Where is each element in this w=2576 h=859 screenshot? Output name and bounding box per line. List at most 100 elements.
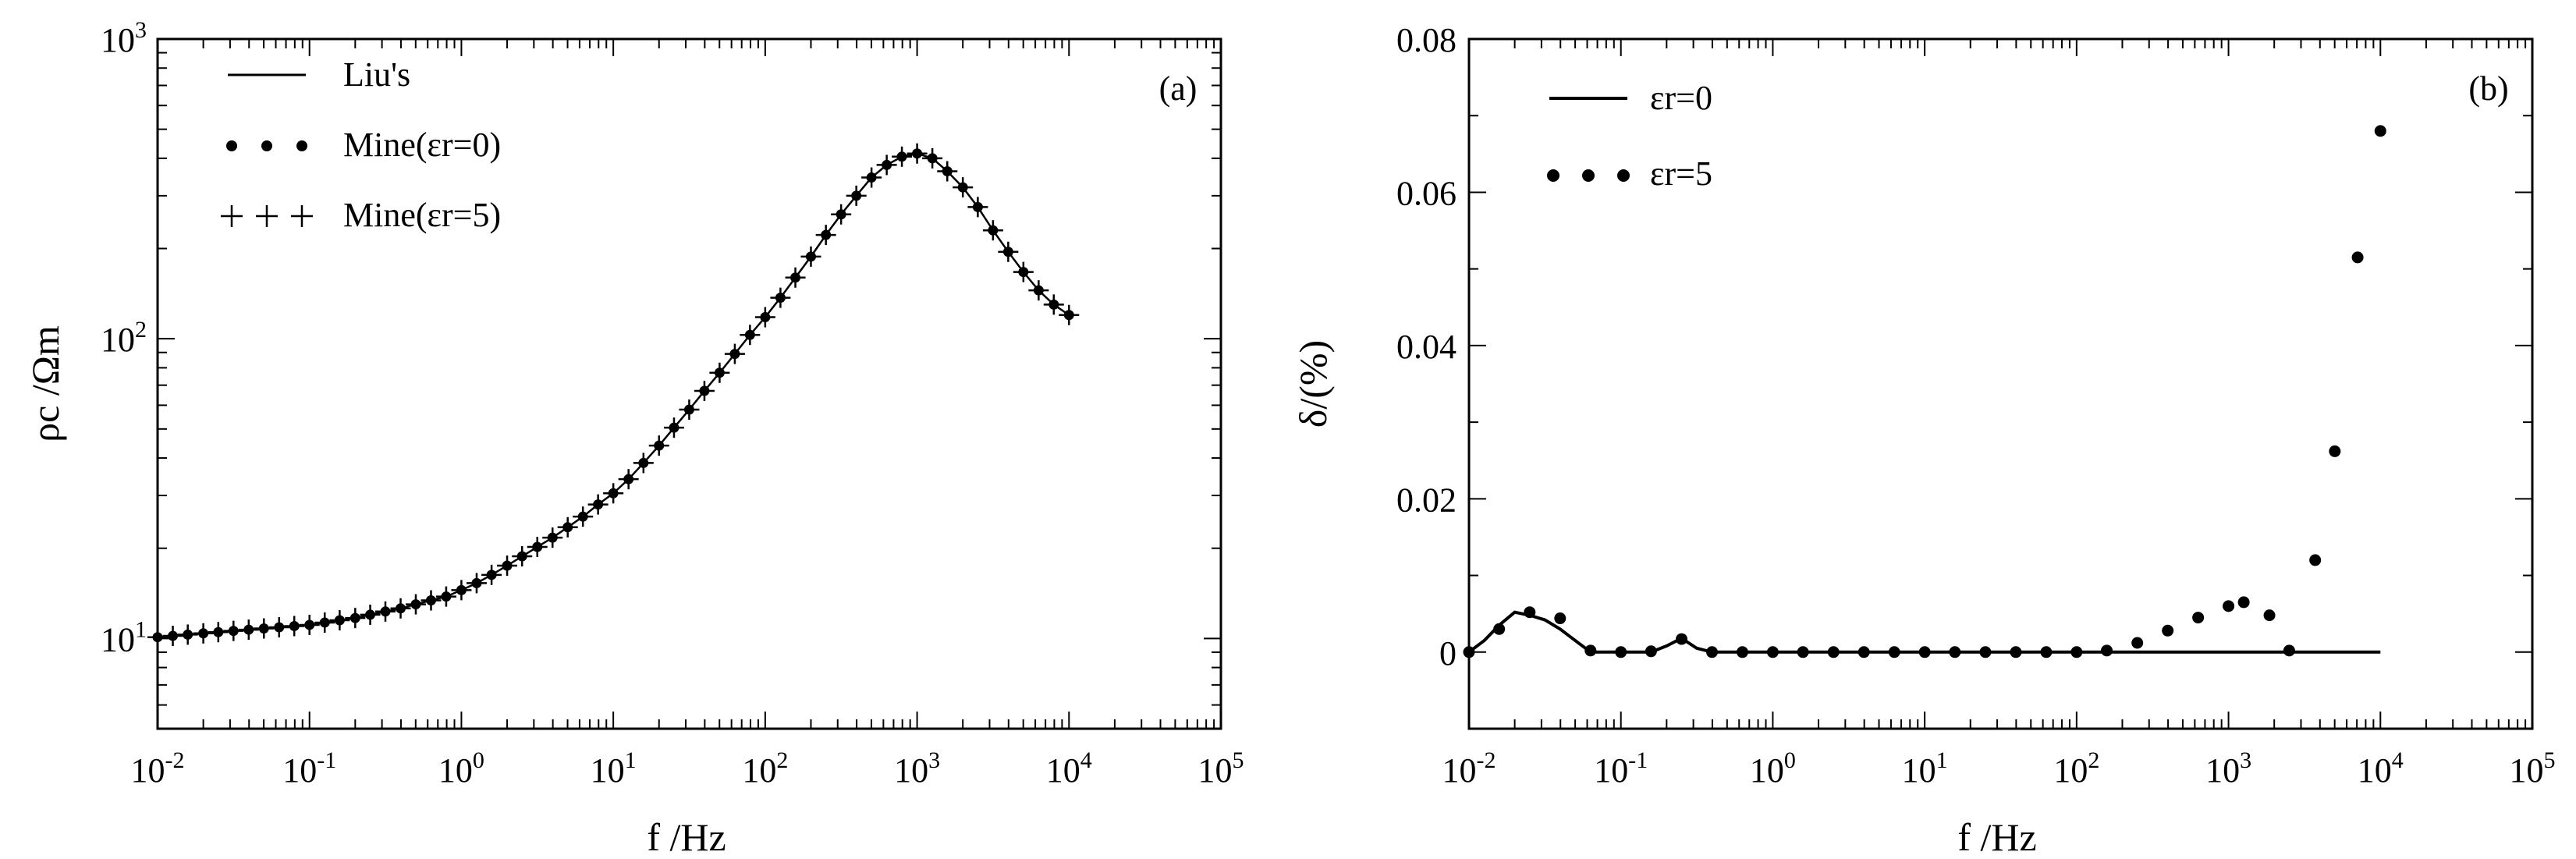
- series-mine-er0-point: [516, 551, 527, 562]
- series-mine-er0-point: [882, 159, 892, 170]
- y-tick-label: 101: [101, 616, 147, 658]
- series-mine-er0-point: [274, 622, 285, 633]
- x-tick-label: 10-1: [1594, 747, 1648, 790]
- legend-dot: [261, 140, 272, 151]
- series-er5-point: [1493, 623, 1506, 635]
- panel-a-y-axis-title: ρc /Ωm: [23, 325, 67, 442]
- legend-plus: [256, 205, 278, 227]
- series-er5-point: [2070, 646, 2083, 658]
- series-mine-er0-point: [380, 606, 391, 617]
- series-mine-er0-point: [927, 153, 938, 164]
- x-tick-label: 100: [438, 747, 484, 790]
- series-mine-er0-point: [243, 624, 254, 635]
- x-tick-label: 10-1: [282, 747, 336, 790]
- legend-dot: [226, 140, 237, 151]
- series-er5-point: [1797, 646, 1809, 658]
- x-tick-label: 10-2: [131, 747, 185, 790]
- series-mine-er0-point: [577, 511, 588, 522]
- series-mine-er0-point: [699, 385, 710, 396]
- series-mine-er0-point: [729, 349, 740, 360]
- series-er5-point: [1463, 646, 1475, 658]
- legend-a-plus-sample: [221, 205, 313, 227]
- series-er5-point: [2010, 646, 2022, 658]
- series-mine-er0-point: [334, 615, 345, 626]
- panel-a-data-marks: [147, 143, 1080, 648]
- series-mine-er0-point: [486, 570, 497, 580]
- series-er0-line: [1467, 610, 2381, 654]
- series-er5-point: [1524, 606, 1536, 619]
- panel-b: 10-2 10-1 100 101 102 103 104 105 0 0.02 0.04 0.06…: [1291, 21, 2556, 859]
- series-mine-er0-point: [198, 628, 209, 639]
- series-mine-er0-point: [213, 627, 224, 637]
- series-er5-point: [2237, 596, 2250, 609]
- y-tick-label: 0.06: [1396, 174, 1457, 212]
- series-er5-point: [1857, 646, 1870, 658]
- series-mine-er0-point: [1018, 267, 1029, 278]
- panel-a-legend: Liu's Mine(εr=0) Mine(εr=5): [221, 55, 501, 234]
- panel-a-label: (a): [1159, 69, 1198, 108]
- legend-dot: [296, 140, 307, 151]
- series-mine-er0-point: [349, 612, 360, 623]
- legend-dot: [1582, 169, 1595, 182]
- x-tick-label: 103: [894, 747, 940, 790]
- x-tick-label: 102: [742, 747, 788, 790]
- series-mine-er0-point: [425, 595, 436, 606]
- series-mine-er0-point: [441, 591, 452, 602]
- x-tick-label: 10-2: [1442, 747, 1496, 790]
- series-mine-er0-point: [1063, 310, 1074, 321]
- series-mine-er0-point: [775, 293, 786, 303]
- series-er5-point: [2263, 609, 2276, 622]
- panel-a-y-tick-labels: 101 102 103: [101, 17, 147, 658]
- series-mine-er0-point: [289, 620, 300, 631]
- series-mine-er0-point: [669, 422, 679, 433]
- series-er5-point: [1554, 612, 1567, 625]
- y-tick-label: 0: [1439, 634, 1457, 673]
- series-er5-point: [1766, 646, 1779, 658]
- series-mine-er0-point: [972, 201, 983, 212]
- legend-b-dots-sample: [1547, 169, 1630, 182]
- series-mine-er0-point: [654, 440, 665, 451]
- x-tick-label: 105: [1198, 747, 1244, 790]
- legend-plus: [291, 205, 313, 227]
- series-mine-er0-point: [456, 584, 467, 595]
- series-mine-er0-point: [866, 172, 877, 183]
- series-mine-er0-point: [152, 632, 163, 643]
- series-mine-er0-point: [942, 166, 953, 177]
- series-mine-er0-point: [183, 629, 193, 640]
- series-mine-er0-point: [608, 488, 619, 499]
- panel-b-legend: εr=0 εr=5: [1547, 79, 1712, 193]
- series-er5-point: [1676, 633, 1688, 645]
- series-er5-point: [2374, 125, 2386, 137]
- panel-b-label: (b): [2468, 69, 2508, 108]
- legend-b-entry-2: εr=5: [1650, 154, 1712, 193]
- series-er5-point: [2101, 644, 2113, 657]
- series-mine-er0-point: [593, 499, 604, 510]
- series-mine-er0-point: [1002, 247, 1013, 257]
- x-tick-label: 101: [1902, 747, 1948, 790]
- series-mine-er0-point: [851, 190, 862, 201]
- x-tick-label: 100: [1750, 747, 1796, 790]
- x-tick-label: 104: [2358, 747, 2404, 790]
- series-mine-er0-point: [1048, 299, 1059, 310]
- series-mine-er0-point: [744, 329, 755, 340]
- series-er5-point: [2329, 445, 2341, 457]
- series-er5-point: [2192, 612, 2205, 624]
- series-mine-er0-point: [562, 522, 573, 533]
- panel-b-x-tick-labels: 10-2 10-1 100 101 102 103 104 105: [1442, 747, 2556, 790]
- series-mine-er0-point: [760, 312, 771, 323]
- series-mine-er0-point: [319, 617, 330, 628]
- y-tick-label: 0.02: [1396, 481, 1457, 519]
- series-er5-point: [2131, 637, 2144, 649]
- x-tick-label: 101: [591, 747, 637, 790]
- panel-b-y-tick-labels: 0 0.02 0.04 0.06 0.08: [1396, 21, 1457, 673]
- series-er5-point: [1584, 644, 1597, 657]
- series-mine-er0-point: [410, 599, 421, 610]
- panel-a-plot-frame: [156, 37, 1222, 730]
- series-mine-er0-point: [988, 225, 999, 236]
- series-er5-point: [2040, 646, 2053, 658]
- panel-b-ticks: [1468, 38, 2532, 729]
- panel-b-x-axis-title: f /Hz: [1957, 815, 2036, 859]
- legend-dot: [1617, 169, 1630, 182]
- series-mine-er0-point: [683, 404, 694, 415]
